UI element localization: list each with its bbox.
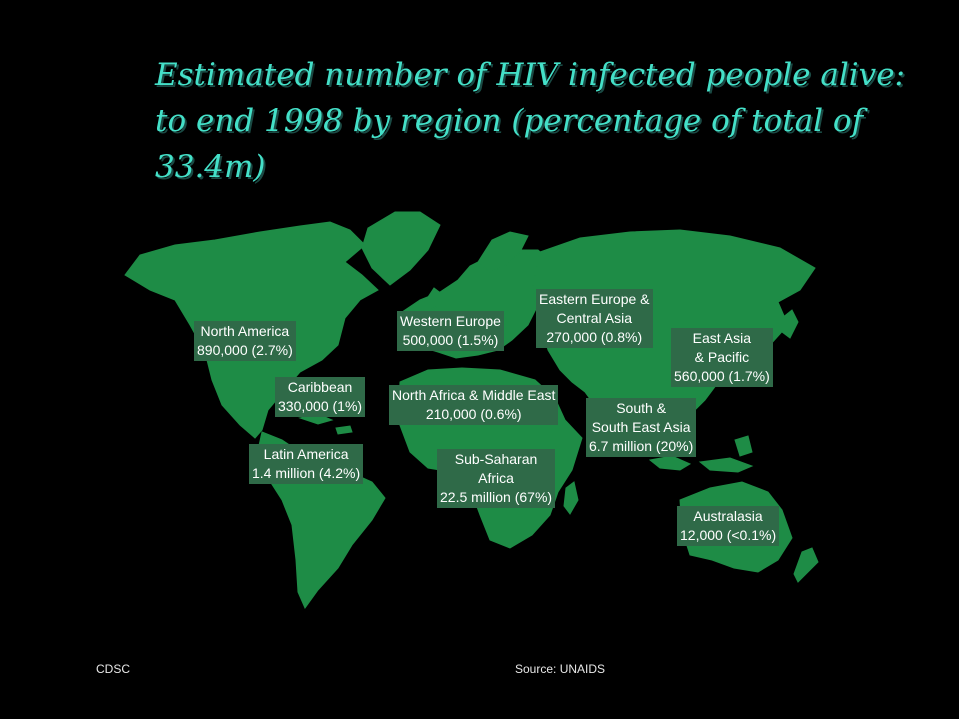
region-name: North Africa & Middle East	[392, 387, 556, 403]
region-name-1: Sub-Saharan	[454, 451, 538, 467]
region-value: 1.4 million (4.2%)	[252, 465, 361, 481]
japan-landmass	[781, 309, 799, 339]
title-line-3: 33.4m)	[155, 149, 266, 185]
uk-landmass	[425, 287, 443, 311]
madagascar-landmass	[563, 481, 579, 515]
region-name: Western Europe	[400, 313, 501, 329]
region-name: Caribbean	[287, 379, 353, 395]
label-north-africa: North Africa & Middle East 210,000 (0.6%…	[389, 385, 559, 425]
region-value: 890,000 (2.7%)	[197, 342, 293, 358]
region-value: 22.5 million (67%)	[440, 489, 553, 505]
new-zealand-landmass	[793, 547, 819, 583]
region-value: 270,000 (0.8%)	[546, 329, 643, 345]
label-north-america: North America 890,000 (2.7%)	[194, 321, 296, 361]
title-line-2: to end 1998 by region (percentage of tot…	[155, 103, 864, 139]
label-caribbean: Caribbean 330,000 (1%)	[275, 377, 366, 417]
footer-cdsc: CDSC	[96, 662, 131, 676]
region-name-1: Eastern Europe &	[539, 291, 650, 307]
label-south-asia: South & South East Asia 6.7 million (20%…	[586, 398, 697, 457]
label-eastern-europe: Eastern Europe & Central Asia 270,000 (0…	[536, 289, 653, 348]
caribbean-islands	[298, 413, 353, 435]
region-value: 12,000 (<0.1%)	[680, 527, 777, 543]
label-latin-america: Latin America 1.4 million (4.2%)	[249, 444, 364, 484]
region-name-1: East Asia	[692, 330, 752, 346]
region-name: Australasia	[693, 508, 763, 524]
footer-source: Source: UNAIDS	[515, 662, 606, 676]
region-value: 6.7 million (20%)	[589, 438, 694, 454]
label-australasia: Australasia 12,000 (<0.1%)	[677, 506, 780, 546]
region-name: Latin America	[263, 446, 349, 462]
region-name-1: South &	[616, 400, 667, 416]
region-value: 560,000 (1.7%)	[674, 368, 770, 384]
title-line-1: Estimated number of HIV infected people …	[155, 57, 905, 93]
label-western-europe: Western Europe 500,000 (1.5%)	[397, 311, 504, 351]
region-value: 500,000 (1.5%)	[402, 332, 499, 348]
region-name-2: Central Asia	[556, 310, 632, 326]
region-value: 330,000 (1%)	[278, 398, 363, 414]
label-sub-saharan-africa: Sub-Saharan Africa 22.5 million (67%)	[437, 449, 556, 508]
slide-title: Estimated number of HIV infected people …	[155, 52, 915, 190]
greenland-landmass	[361, 211, 441, 286]
region-value: 210,000 (0.6%)	[425, 406, 522, 422]
region-name-2: Africa	[478, 470, 514, 486]
region-name-2: & Pacific	[694, 349, 750, 365]
region-name: North America	[200, 323, 290, 339]
region-name-2: South East Asia	[591, 419, 691, 435]
label-east-asia: East Asia & Pacific 560,000 (1.7%)	[671, 328, 773, 387]
scandinavia-landmass	[477, 231, 529, 273]
